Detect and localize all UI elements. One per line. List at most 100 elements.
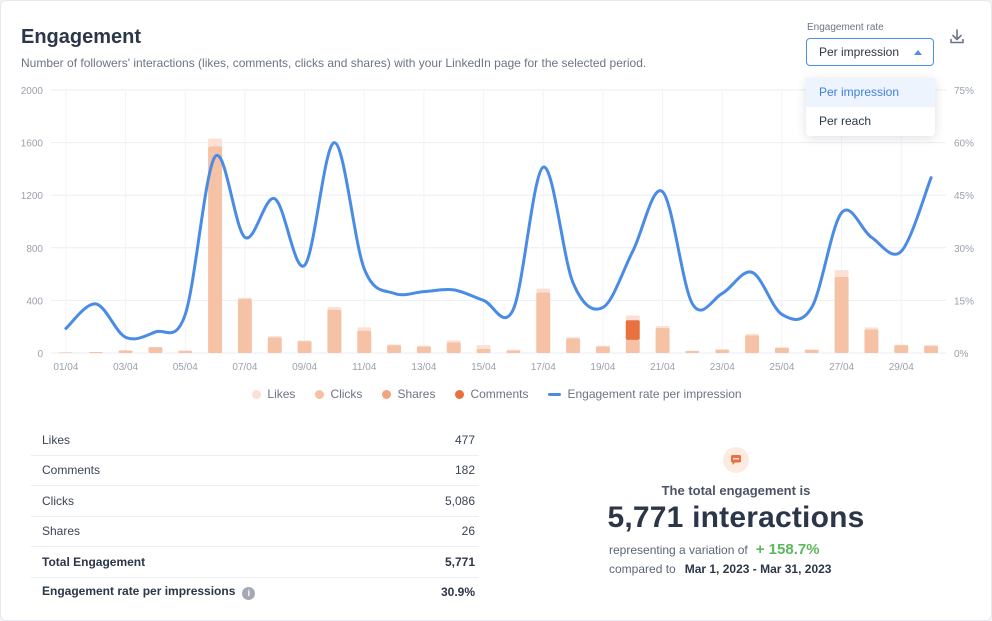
bar-shares <box>237 299 252 300</box>
engagement-summary: The total engagement is 5,771 interactio… <box>541 447 931 576</box>
legend-dot-shares <box>382 389 392 399</box>
y2-tick-label: 0% <box>954 349 969 360</box>
compared-text: compared to <box>609 562 676 576</box>
bar-clicks <box>327 309 342 353</box>
legend-item-engagement-rate[interactable]: Engagement rate per impression <box>548 387 742 401</box>
variation-percent: + 158.7% <box>755 541 820 558</box>
stats-value: 477 <box>454 432 475 447</box>
bar-likes <box>715 349 730 350</box>
summary-variation-line: representing a variation of + 158.7% <box>609 540 831 560</box>
bar-likes <box>834 270 849 277</box>
speech-bubble-icon <box>723 447 749 473</box>
bar-likes <box>894 344 909 346</box>
stats-label: Engagement rate per impressions <box>42 584 236 599</box>
bar-clicks <box>894 345 909 353</box>
x-tick-label: 13/04 <box>411 362 436 373</box>
bar-likes <box>745 333 760 336</box>
x-tick-label: 05/04 <box>173 362 198 373</box>
x-tick-label: 25/04 <box>769 362 794 373</box>
bar-clicks <box>715 349 730 353</box>
bar-likes <box>357 327 372 331</box>
bar-clicks <box>267 337 282 353</box>
legend-dot-clicks <box>315 389 325 399</box>
bar-clicks <box>625 339 640 353</box>
stats-value: 182 <box>454 463 475 478</box>
legend-item-likes[interactable]: Likes <box>252 387 295 401</box>
y-tick-label: 1600 <box>21 139 44 150</box>
engagement-chart: 0 400 800 1200 1600 2000 0% 15% 30% 45% 60% 75% 01/0… <box>21 86 974 373</box>
stats-value: 30.9% <box>440 585 475 600</box>
bar-clicks <box>864 329 879 353</box>
stats-label-with-info: Engagement rate per impressions i <box>42 584 256 601</box>
legend-item-clicks[interactable]: Clicks <box>315 387 362 401</box>
bar-clicks <box>924 345 939 353</box>
legend-dot-likes <box>252 389 262 399</box>
bar-clicks <box>476 349 491 353</box>
bar-clicks <box>834 276 849 353</box>
legend-line-engagement-rate <box>548 392 562 396</box>
bar-clicks <box>506 350 521 353</box>
engagement-rate-label: Engagement rate <box>807 22 884 33</box>
stats-row-shares: Shares 26 <box>31 517 479 547</box>
legend-item-shares[interactable]: Shares <box>382 387 435 401</box>
bar-likes <box>476 345 491 350</box>
stats-label: Comments <box>42 463 101 478</box>
x-tick-label: 11/04 <box>352 362 377 373</box>
bar-comments <box>625 320 640 340</box>
dropdown-option-per-reach[interactable]: Per reach <box>819 114 872 128</box>
bar-clicks <box>804 349 819 353</box>
info-icon[interactable]: i <box>242 587 256 601</box>
bar-clicks <box>237 299 252 353</box>
x-tick-label: 21/04 <box>650 362 675 373</box>
download-icon[interactable] <box>947 27 967 47</box>
y-tick-label: 0 <box>37 349 43 360</box>
stats-row-likes: Likes 477 <box>31 425 479 456</box>
dropdown-option-per-impression[interactable]: Per impression <box>806 78 935 107</box>
y-tick-label: 2000 <box>21 86 44 97</box>
legend-label-likes: Likes <box>267 387 296 401</box>
bar-likes <box>178 350 193 352</box>
legend-label-clicks: Clicks <box>330 387 363 401</box>
bar-clicks <box>595 346 610 353</box>
legend-item-comments[interactable]: Comments <box>455 387 528 401</box>
bar-likes <box>297 340 312 342</box>
engagement-rate-select[interactable]: Per impression <box>806 38 934 66</box>
summary-compared-line: compared to Mar 1, 2023 - Mar 31, 2023 <box>609 560 831 579</box>
bar-clicks <box>148 347 163 353</box>
legend-label-shares: Shares <box>397 387 436 401</box>
summary-variation: representing a variation of + 158.7% comp… <box>609 540 831 579</box>
bar-likes <box>685 350 700 352</box>
x-tick-label: 07/04 <box>232 362 257 373</box>
bar-clicks <box>88 351 103 353</box>
bar-likes <box>237 297 252 300</box>
stats-label: Shares <box>42 524 81 539</box>
bar-likes <box>864 327 879 330</box>
engagement-stats-table: Likes 477 Comments 182 Clicks 5,086 Shar… <box>31 425 479 607</box>
page-title: Engagement <box>21 26 142 48</box>
x-tick-label: 17/04 <box>531 362 556 373</box>
caret-up-icon <box>914 50 922 55</box>
bar-likes <box>446 340 461 343</box>
bar-clicks <box>387 345 402 353</box>
bar-clicks <box>208 146 223 353</box>
x-tick-label: 01/04 <box>53 362 78 373</box>
bar-likes <box>416 345 431 347</box>
bar-likes <box>536 288 551 293</box>
y2-tick-label: 75% <box>954 86 974 97</box>
y-tick-label: 800 <box>26 244 43 255</box>
bar-clicks <box>774 347 789 353</box>
x-tick-label: 19/04 <box>590 362 615 373</box>
bar-clicks <box>745 335 760 353</box>
y2-tick-label: 45% <box>954 191 974 202</box>
x-tick-label: 23/04 <box>710 362 735 373</box>
bar-clicks <box>178 351 193 353</box>
bar-likes <box>804 349 819 350</box>
bar-clicks <box>297 341 312 353</box>
summary-total: 5,771 interactions <box>607 501 865 534</box>
page-subtitle: Number of followers' interactions (likes… <box>21 56 647 70</box>
stats-row-clicks: Clicks 5,086 <box>31 486 479 517</box>
bar-clicks <box>655 328 670 353</box>
bar-likes <box>208 138 223 147</box>
bar-likes <box>566 337 581 339</box>
